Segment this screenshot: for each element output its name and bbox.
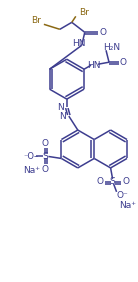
Text: O: O bbox=[96, 177, 103, 186]
Text: O: O bbox=[42, 139, 49, 148]
Text: Na⁺: Na⁺ bbox=[119, 201, 136, 210]
Text: H₂N: H₂N bbox=[104, 43, 121, 52]
Text: N: N bbox=[57, 103, 64, 112]
Text: N: N bbox=[59, 112, 66, 121]
Text: Na⁺: Na⁺ bbox=[23, 166, 40, 175]
Text: HN: HN bbox=[87, 61, 101, 70]
Text: ⁻O–: ⁻O– bbox=[24, 152, 39, 161]
Text: Br: Br bbox=[79, 8, 89, 17]
Text: S: S bbox=[43, 152, 48, 161]
Text: O: O bbox=[42, 165, 49, 174]
Text: S: S bbox=[110, 177, 116, 186]
Text: O⁻: O⁻ bbox=[117, 191, 128, 200]
Text: HN: HN bbox=[72, 39, 86, 48]
Text: O: O bbox=[122, 177, 129, 186]
Text: O: O bbox=[99, 28, 106, 37]
Text: O: O bbox=[120, 58, 126, 67]
Text: Br: Br bbox=[31, 16, 41, 25]
